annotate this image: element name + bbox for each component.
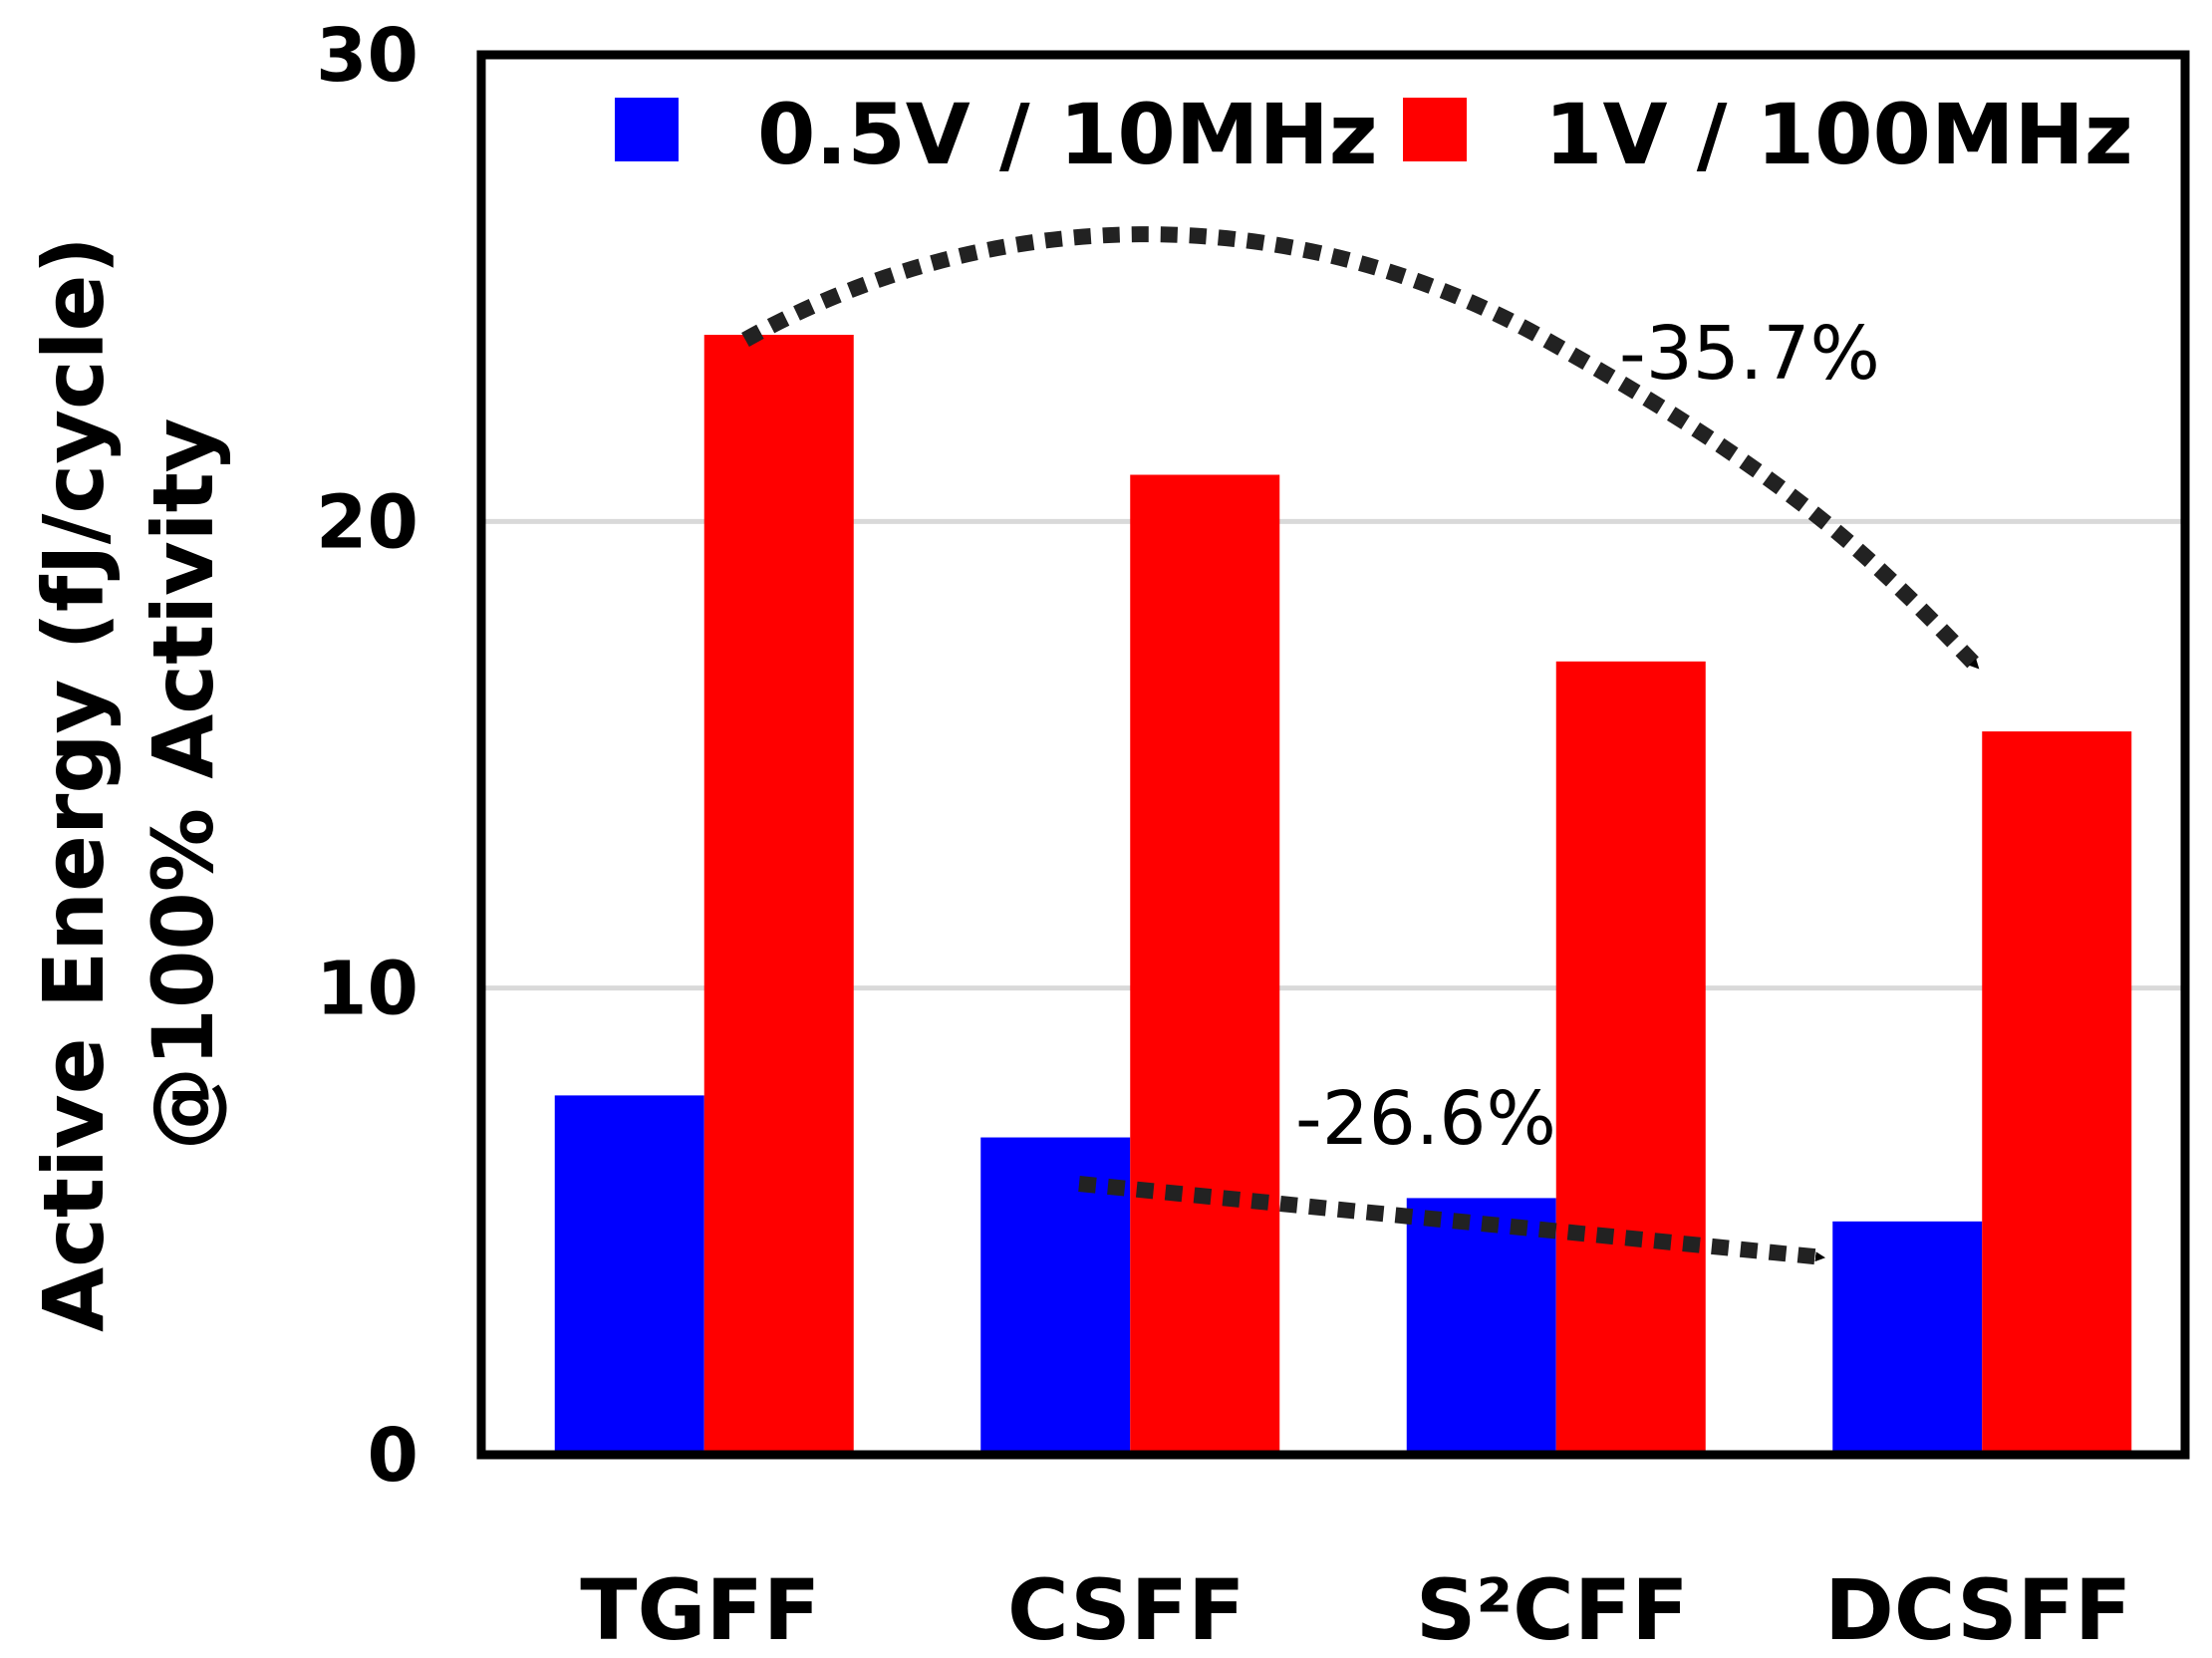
y-tick-label: 20 xyxy=(316,479,418,565)
x-tick-label: TGFF xyxy=(580,1561,820,1658)
bar-blue-dcsff xyxy=(1832,1221,1983,1455)
legend: 0.5V / 10MHz 1V / 100MHz xyxy=(615,86,2133,183)
annotation-arrow-blue xyxy=(1078,1176,1825,1265)
legend-swatch-blue xyxy=(615,98,679,161)
annotation-label-blue: -26.6% xyxy=(1295,1076,1556,1162)
bar-blue-tgff xyxy=(554,1095,704,1455)
legend-label-blue: 0.5V / 10MHz xyxy=(757,86,1378,183)
bar-blue-csff xyxy=(980,1137,1131,1455)
y-tick-label: 10 xyxy=(316,947,418,1032)
x-tick-labels: TGFF CSFF S²CFF DCSFF xyxy=(580,1561,2131,1658)
bars xyxy=(554,335,2132,1455)
bar-red-tgff xyxy=(703,335,854,1455)
bar-blue-s²cff xyxy=(1406,1198,1556,1455)
x-tick-label: CSFF xyxy=(1007,1561,1244,1658)
bar-red-csff xyxy=(1130,474,1280,1455)
bar-red-s²cff xyxy=(1555,661,1706,1455)
annotation-label-red: -35.7% xyxy=(1619,311,1880,397)
bar-red-dcsff xyxy=(1982,731,2132,1455)
annotation-arrow-red xyxy=(741,226,1984,674)
legend-label-red: 1V / 100MHz xyxy=(1544,86,2133,183)
plot-frame xyxy=(476,50,2190,1460)
y-tick-label: 0 xyxy=(368,1413,419,1499)
y-tick-labels: 0 10 20 30 xyxy=(316,13,418,1499)
x-tick-label: DCSFF xyxy=(1824,1561,2131,1658)
y-tick-label: 30 xyxy=(316,13,418,99)
legend-swatch-red xyxy=(1403,98,1467,161)
y-axis-label-line1: Active Energy (fJ/cycle) xyxy=(25,236,123,1332)
y-axis-label-line2: @100% Activity xyxy=(135,418,232,1151)
x-tick-label: S²CFF xyxy=(1416,1561,1689,1658)
